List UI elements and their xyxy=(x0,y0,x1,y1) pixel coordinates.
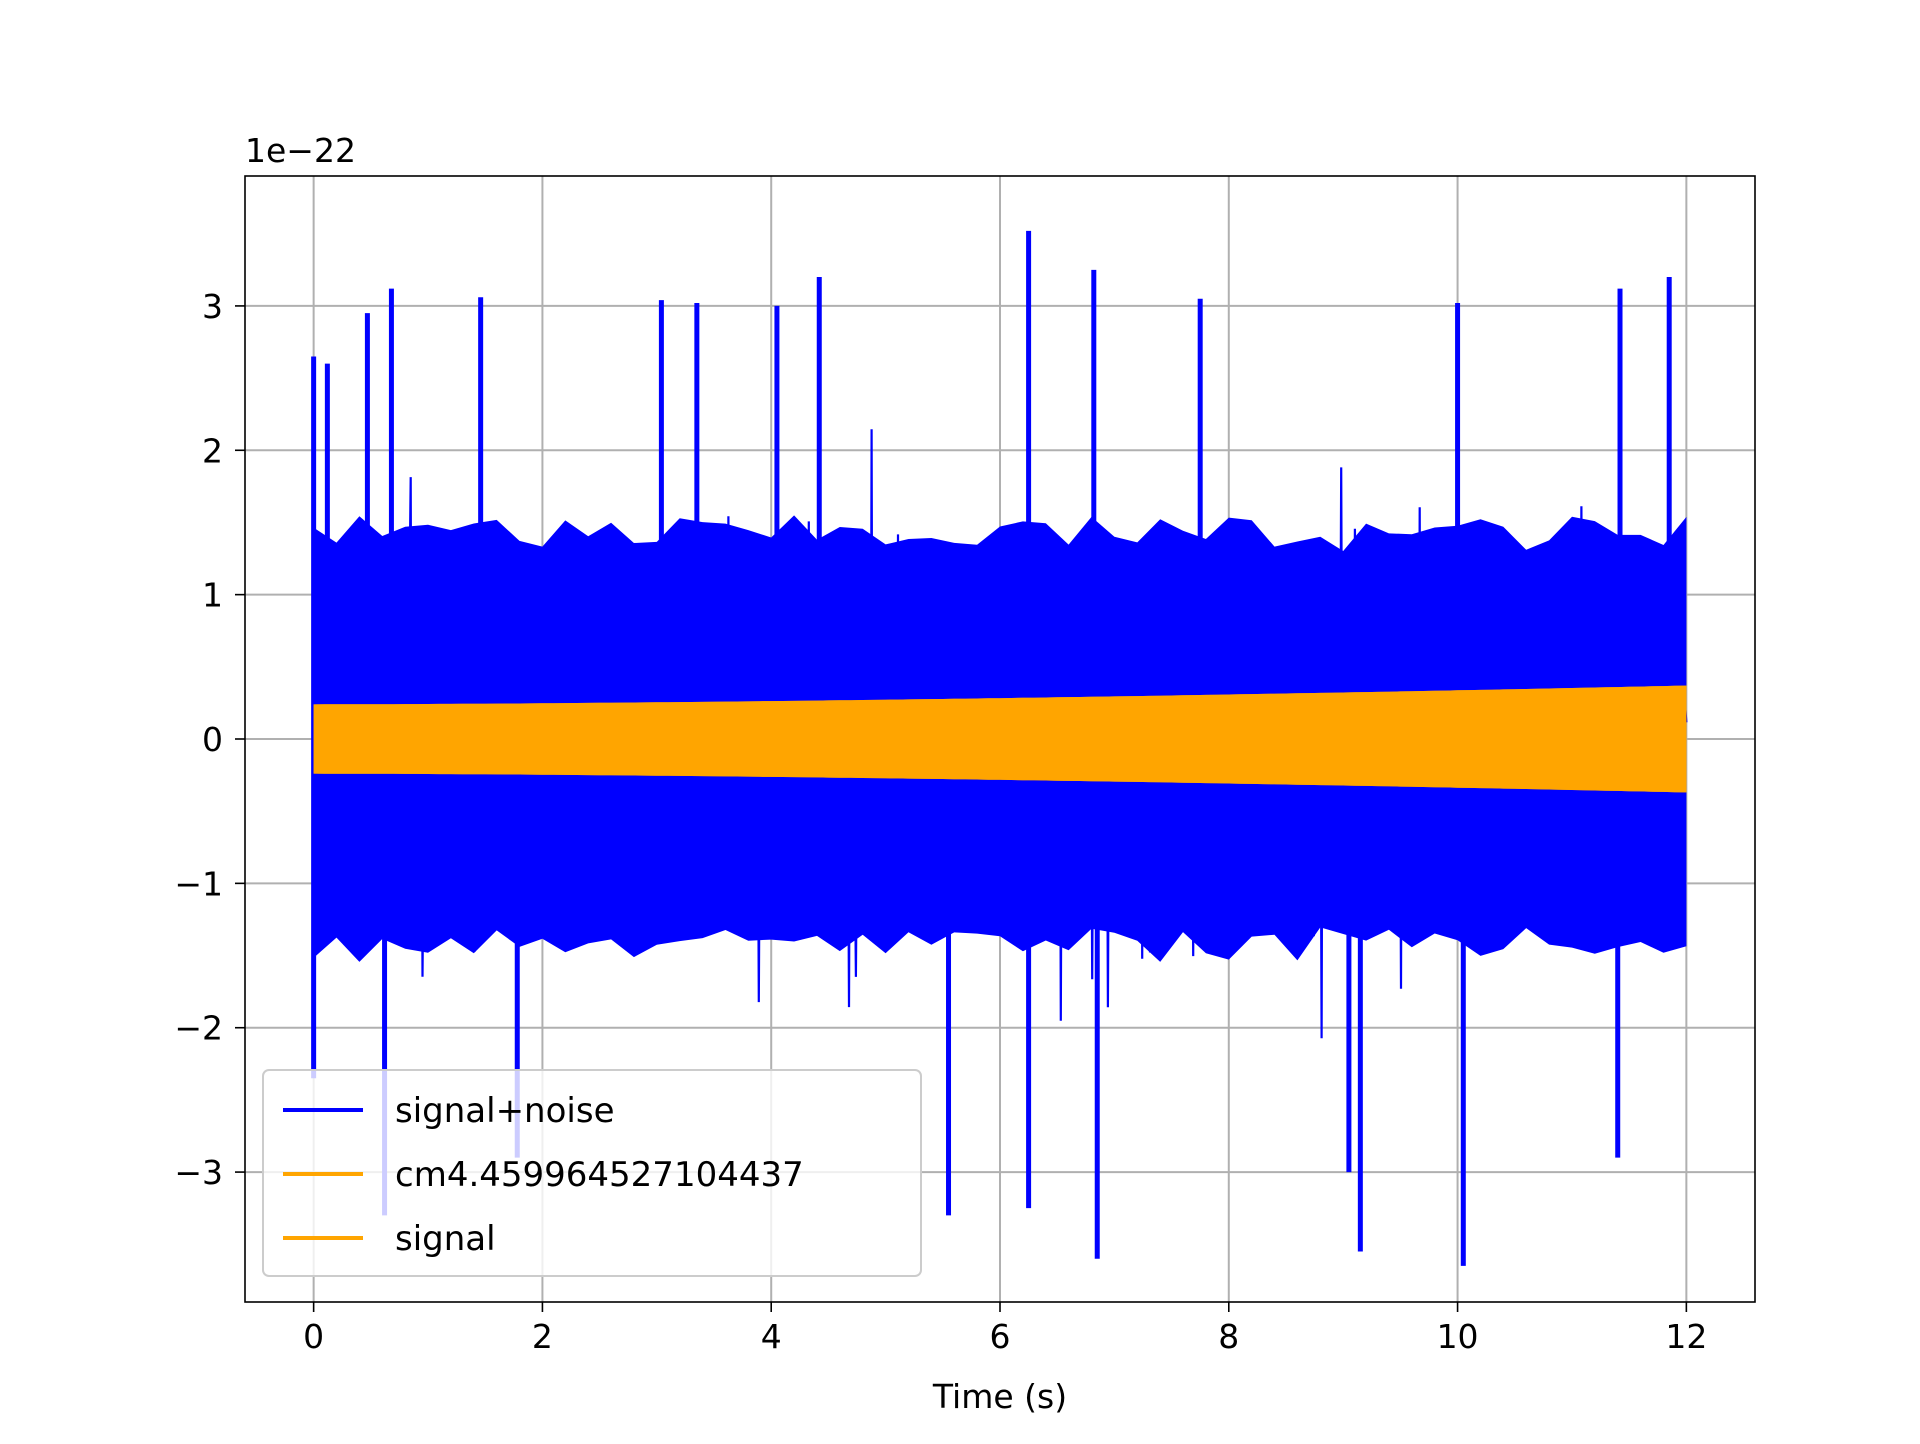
y-tick-label: 0 xyxy=(202,720,223,759)
x-tick-label: 10 xyxy=(1437,1317,1479,1356)
y-tick-label: −3 xyxy=(174,1153,223,1192)
y-tick-label: −2 xyxy=(174,1009,223,1048)
y-tick-label: −1 xyxy=(174,864,223,903)
legend-label: cm4.459964527104437 xyxy=(395,1155,804,1195)
y-tick-label: 2 xyxy=(202,431,223,470)
y-tick-label: 1 xyxy=(202,576,223,615)
x-tick-label: 0 xyxy=(303,1317,324,1356)
x-tick-label: 6 xyxy=(990,1317,1011,1356)
legend: signal+noise cm4.459964527104437 signal xyxy=(262,1069,922,1277)
plot-series xyxy=(311,230,1688,1266)
legend-box xyxy=(262,1069,922,1277)
y-offset-label: 1e−22 xyxy=(245,131,356,170)
x-tick-label: 8 xyxy=(1218,1317,1239,1356)
legend-label: signal+noise xyxy=(395,1091,615,1131)
x-tick-label: 2 xyxy=(532,1317,553,1356)
x-tick-label: 4 xyxy=(761,1317,782,1356)
signal-series-band xyxy=(313,685,1687,793)
x-axis-label: Time (s) xyxy=(932,1377,1067,1416)
y-tick-label: 3 xyxy=(202,287,223,326)
plot-area xyxy=(311,230,1688,1266)
x-tick-label: 12 xyxy=(1665,1317,1707,1356)
legend-label: signal xyxy=(395,1219,496,1259)
